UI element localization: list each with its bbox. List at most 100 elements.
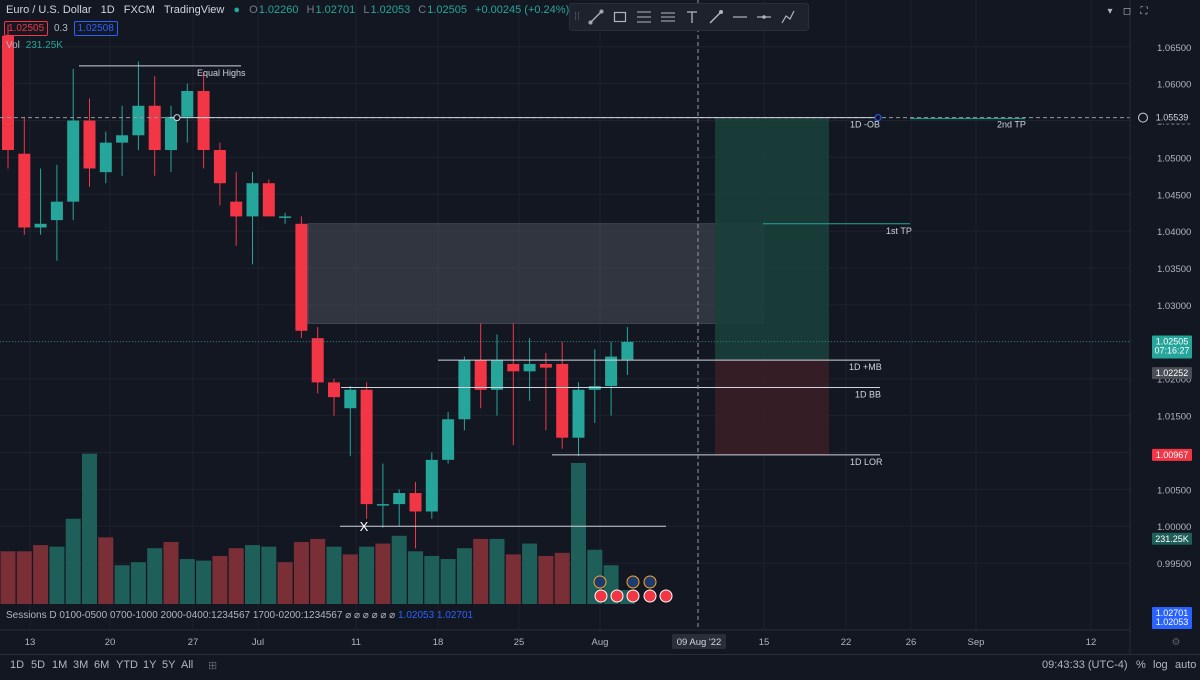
- candle-body: [83, 120, 96, 169]
- time-tick-label: 22: [841, 637, 852, 648]
- bottom-toolbar: 1D 5D 1M 3M 6M YTD 1Y 5Y All ⊞ 09:43:33 …: [0, 654, 1200, 676]
- price-tick-label: 1.04000: [1157, 227, 1191, 238]
- grip-icon[interactable]: ⁞⁞: [573, 11, 581, 23]
- candle-body: [279, 216, 292, 218]
- price-tick-label: 1.06500: [1157, 43, 1191, 54]
- candle-body: [507, 363, 520, 372]
- text-icon[interactable]: [680, 5, 704, 29]
- fib-icon[interactable]: [632, 5, 656, 29]
- session-badge-icon: [626, 575, 640, 589]
- clock-time[interactable]: 09:43:33 (UTC-4): [1042, 659, 1128, 671]
- horizontal-ray-icon[interactable]: [752, 5, 776, 29]
- parallel-channel-icon[interactable]: [656, 5, 680, 29]
- volume-bar: [342, 554, 358, 604]
- volume-bar: [505, 554, 521, 604]
- session-range-label: 1.02701: [1156, 608, 1189, 618]
- candle-body: [474, 360, 487, 390]
- volume-bar: [522, 543, 538, 604]
- candle-body: [491, 360, 503, 390]
- candle-body: [165, 116, 177, 151]
- time-tick-label: 11: [351, 637, 361, 648]
- bb-label: 1D BB: [855, 390, 881, 400]
- ob-label: 1D -OB: [850, 120, 880, 130]
- rectangle-icon[interactable]: [608, 5, 632, 29]
- fullscreen-icon[interactable]: ⛶: [1140, 5, 1148, 17]
- sessions-text: Sessions D 0100-0500 0700-1000 2000-0400…: [6, 610, 343, 621]
- volume-value: 231.25K: [25, 40, 63, 51]
- volume-bar: [212, 555, 228, 604]
- price-tick-label: 1.05000: [1157, 153, 1191, 164]
- horizontal-line-icon[interactable]: [728, 5, 752, 29]
- range-5d[interactable]: 5D: [31, 659, 46, 671]
- range-3m[interactable]: 3M: [73, 659, 89, 671]
- price-tick-label: 1.04500: [1157, 190, 1191, 201]
- ob-anchor-dot: [874, 114, 882, 122]
- candle-body: [556, 363, 569, 438]
- volume-bar: [440, 559, 456, 604]
- candle-body: [442, 419, 455, 460]
- collapse-icon[interactable]: ▾: [1107, 5, 1113, 17]
- volume-bar: [473, 538, 489, 604]
- tp2-price-label-bg: [1152, 111, 1192, 124]
- candle-body: [295, 223, 308, 331]
- volume-bar: [424, 555, 440, 604]
- maximize-icon[interactable]: ◻: [1122, 5, 1132, 17]
- candle-body: [360, 389, 373, 505]
- interval[interactable]: 1D: [100, 4, 115, 16]
- volume-bar: [489, 538, 505, 604]
- log-toggle[interactable]: log: [1153, 659, 1168, 671]
- mb-price-label: 1.02252: [1156, 368, 1189, 378]
- symbol-name[interactable]: Euro / U.S. Dollar: [6, 4, 92, 16]
- time-tick-label: Sep: [968, 637, 985, 648]
- volume-bar: [163, 542, 179, 604]
- candle-body: [18, 153, 31, 228]
- ohlc-values: O1.02260 H1.02701 L1.02053 C1.02505 +0.0…: [249, 4, 574, 16]
- add-alert-icon: [1138, 112, 1148, 123]
- price-tick-label: 1.03500: [1157, 264, 1191, 275]
- range-6m[interactable]: 6M: [94, 659, 110, 671]
- percent-toggle[interactable]: %: [1136, 659, 1146, 671]
- volume-bar: [0, 551, 16, 604]
- change-value: +0.00245 (+0.24%): [475, 4, 570, 16]
- volume-bar: [375, 543, 391, 604]
- range-ytd[interactable]: YTD: [116, 659, 138, 671]
- range-all[interactable]: All: [181, 659, 194, 671]
- range-1y[interactable]: 1Y: [143, 659, 157, 671]
- time-tick-label: Aug: [592, 637, 609, 648]
- path-icon[interactable]: [776, 5, 800, 29]
- range-1m[interactable]: 1M: [52, 659, 68, 671]
- candle-body: [213, 150, 226, 184]
- sell-button[interactable]: 1.02505: [4, 21, 49, 36]
- sweep-x-mark: X: [360, 519, 369, 534]
- buy-button[interactable]: 1.02508: [73, 21, 118, 36]
- price-tick-label: 1.00500: [1157, 485, 1191, 496]
- range-1d[interactable]: 1D: [10, 659, 25, 671]
- trade-buttons: 1.02505 0.3 1.02508: [4, 21, 118, 36]
- time-tick-label: 27: [188, 637, 199, 648]
- candle-body: [409, 493, 422, 512]
- target-zone: [715, 117, 829, 361]
- stop-zone: [715, 360, 829, 455]
- current-price-label: 07:16:27: [1154, 345, 1189, 355]
- range-5y[interactable]: 5Y: [162, 659, 176, 671]
- volume-legend: Vol 231.25K: [6, 40, 63, 51]
- price-tick-label: 1.02000: [1157, 375, 1191, 386]
- equal-highs-label: Equal Highs: [197, 68, 246, 78]
- source: TradingView: [163, 4, 225, 16]
- trendline-icon[interactable]: [584, 5, 608, 29]
- date-range-icon[interactable]: ⊞: [208, 660, 218, 672]
- auto-toggle[interactable]: auto: [1175, 659, 1197, 671]
- brush-icon[interactable]: [704, 5, 728, 29]
- volume-bar: [277, 562, 293, 604]
- price-axis-bg: [1130, 0, 1200, 654]
- volume-bar: [326, 546, 342, 604]
- mb-price-label-bg: [1152, 367, 1192, 380]
- fvg-zone: [307, 223, 764, 324]
- price-tick-label: 1.01500: [1157, 412, 1191, 423]
- candle-body: [572, 389, 585, 438]
- candle-body: [34, 223, 47, 228]
- candle-body: [328, 382, 340, 398]
- session-flag-icon: [610, 589, 624, 603]
